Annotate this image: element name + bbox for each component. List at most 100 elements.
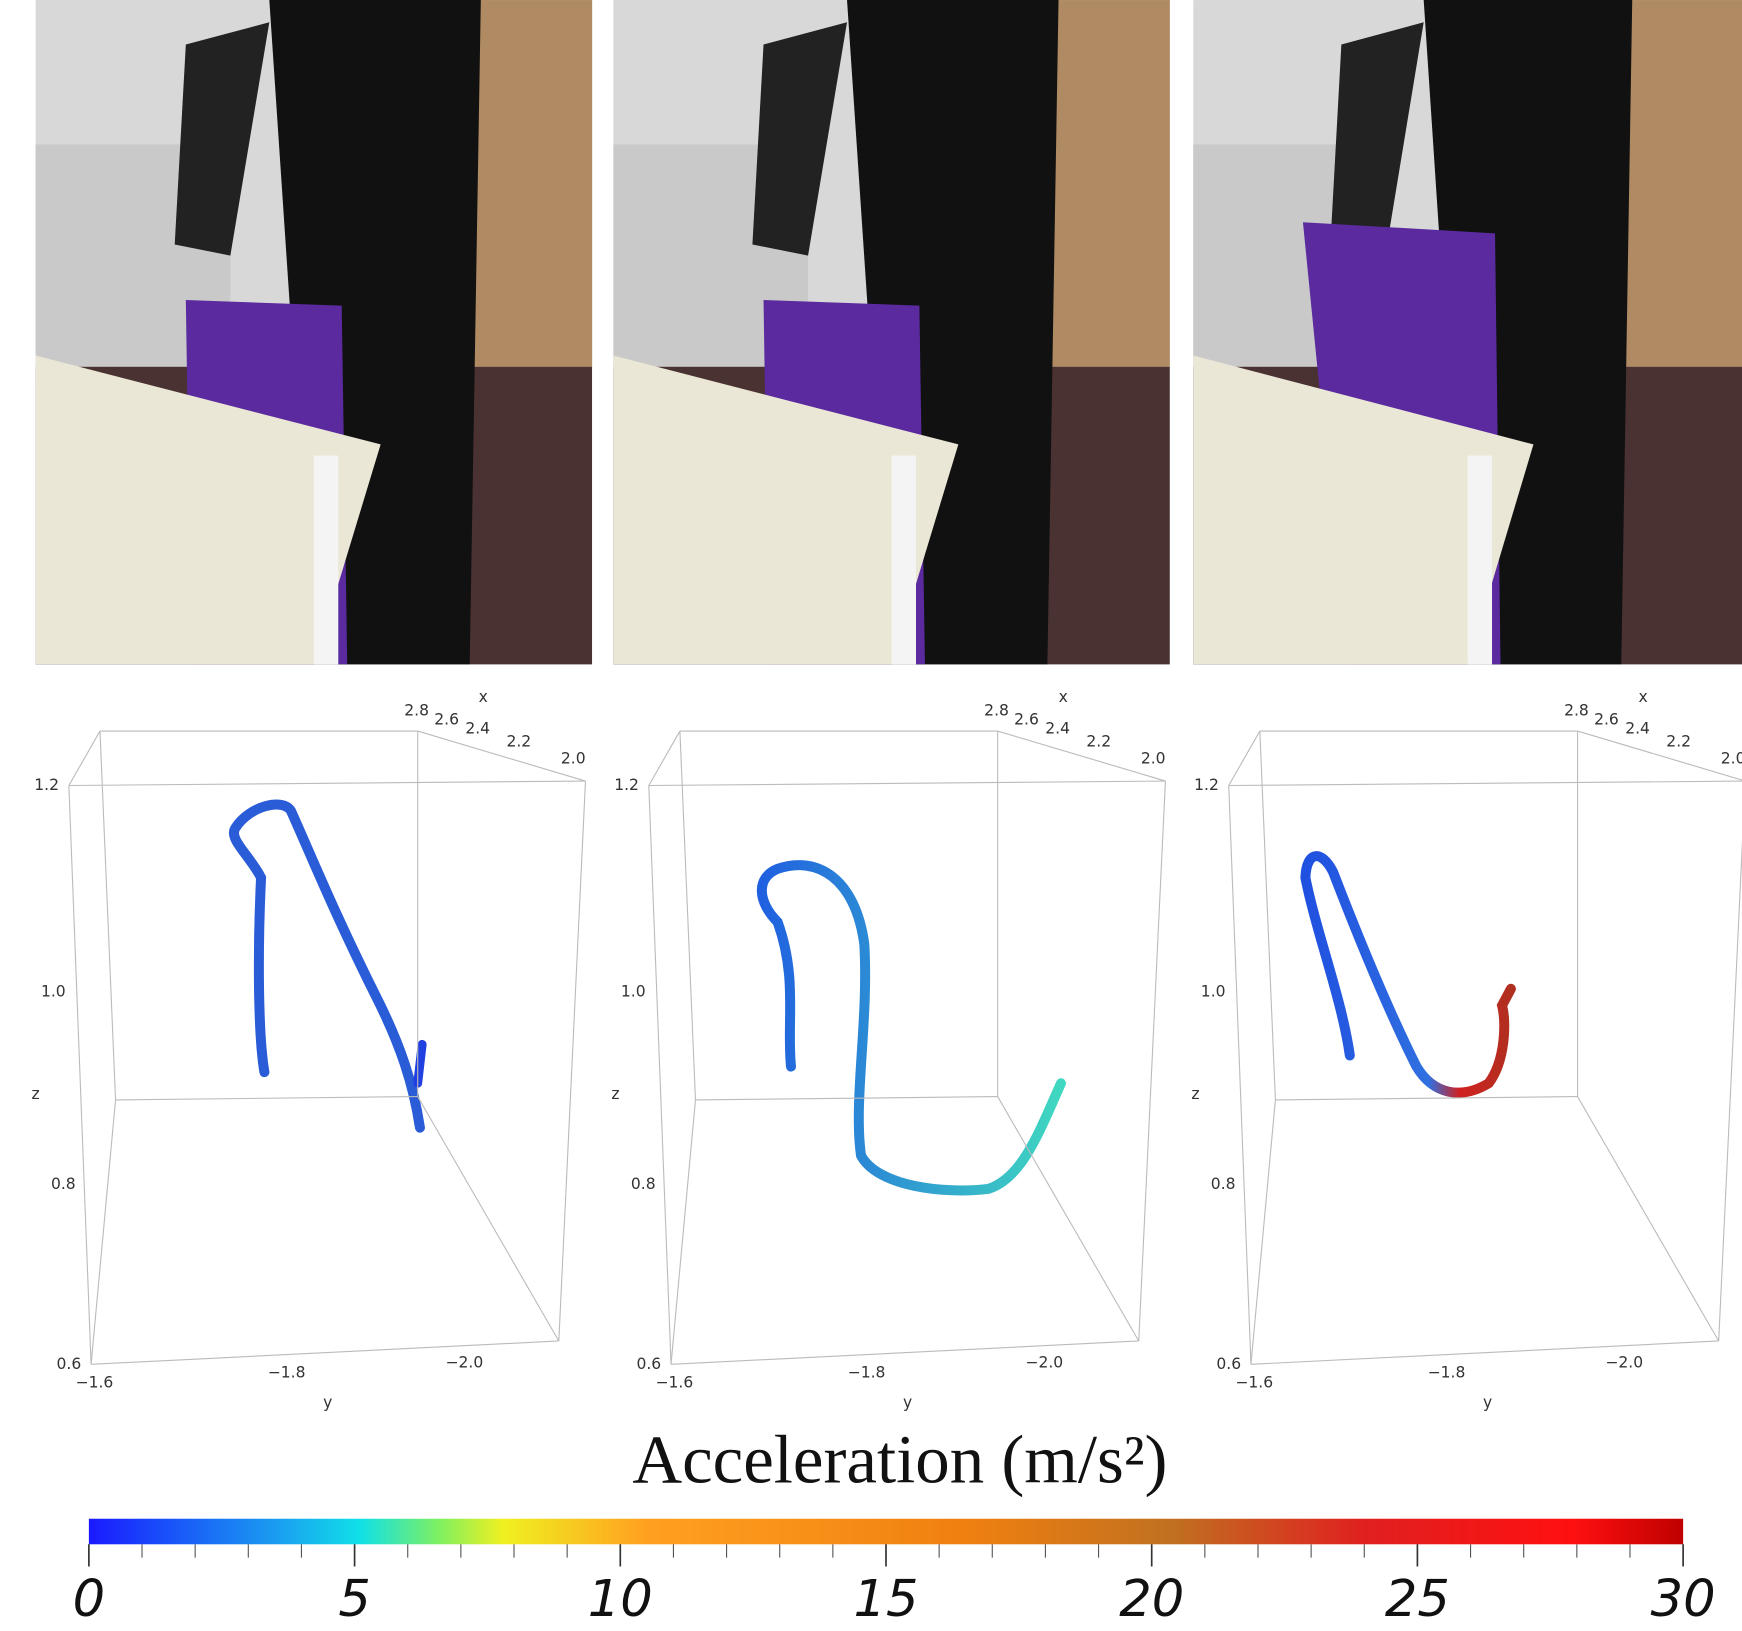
trajectory: [234, 805, 420, 1128]
box-edge: [559, 781, 586, 1341]
photo: [36, 0, 604, 667]
colorbar-gradient: [89, 1519, 1683, 1545]
z-tick-label: 1.0: [1201, 983, 1226, 1001]
box-edge: [100, 731, 116, 1100]
z-tick-label: 1.0: [621, 983, 646, 1001]
x-tick-label: 2.2: [1086, 733, 1111, 751]
z-tick-label: 0.6: [636, 1355, 661, 1373]
z-tick-label: 1.2: [34, 776, 59, 794]
x-tick-label: 2.6: [1014, 710, 1039, 728]
photo: [1193, 0, 1742, 667]
box-edge: [1275, 1097, 1577, 1100]
y-tick-label: −1.6: [1235, 1374, 1273, 1392]
x-tick-label: 2.4: [1045, 719, 1070, 737]
figure: 1.21.00.80.6−1.6−1.8−2.02.82.62.42.22.0z…: [0, 0, 1742, 1631]
shelf: [459, 0, 604, 367]
x-tick-label: 2.8: [1564, 702, 1589, 720]
scene: [36, 0, 604, 667]
colorbar: Acceleration (m/s²) 0 5 10 15 20 25 30: [73, 1421, 1716, 1629]
z-tick-label: 0.8: [51, 1175, 76, 1193]
box-edge: [1578, 731, 1742, 781]
y-tick-label: −1.8: [848, 1364, 886, 1382]
box-edge: [1139, 781, 1166, 1341]
box-edge: [69, 786, 91, 1365]
box-edge: [1229, 786, 1251, 1365]
box-edge: [1260, 731, 1276, 1100]
trajectory-hook: [418, 1044, 422, 1083]
y-axis-label: y: [903, 1394, 912, 1412]
y-tick-label: −2.0: [446, 1354, 484, 1372]
z-tick-label: 0.6: [57, 1355, 82, 1373]
x-tick-label: 2.0: [561, 749, 586, 767]
y-tick-label: −1.6: [655, 1374, 693, 1392]
box-edge: [418, 1097, 559, 1341]
x-tick-label: 2.0: [1721, 749, 1742, 767]
x-axis-label: x: [479, 688, 488, 706]
box-edge: [649, 731, 680, 785]
x-tick-label: 2.8: [984, 702, 1009, 720]
colorbar-title: Acceleration (m/s²): [632, 1421, 1167, 1497]
x-tick-label: 2.6: [1594, 710, 1619, 728]
z-tick-label: 1.2: [1194, 776, 1219, 794]
box-edge: [680, 731, 696, 1100]
scene: [613, 0, 1181, 667]
shelf: [1036, 0, 1181, 367]
table-leg: [1468, 456, 1492, 667]
box-edge: [1251, 1100, 1275, 1364]
box-edge: [649, 786, 671, 1365]
z-axis-label: z: [611, 1085, 619, 1103]
y-tick-label: −1.8: [268, 1364, 306, 1382]
box-edge: [69, 731, 100, 785]
x-tick-label: 2.8: [404, 702, 429, 720]
z-axis-label: z: [1191, 1085, 1199, 1103]
x-tick-label: 2.4: [1625, 719, 1650, 737]
trajectory: [1305, 856, 1511, 1092]
z-tick-label: 1.0: [41, 983, 66, 1001]
box-edge: [116, 1097, 418, 1100]
z-axis-label: z: [31, 1085, 39, 1103]
colorbar-tick-label: 25: [1385, 1570, 1450, 1629]
box-edge: [671, 1341, 1139, 1364]
z-tick-label: 0.8: [631, 1175, 656, 1193]
colorbar-tick-label: 20: [1119, 1570, 1184, 1629]
box-edge: [649, 781, 1166, 785]
box-edge: [695, 1097, 997, 1100]
x-tick-label: 2.2: [506, 733, 531, 751]
trajectory: [762, 865, 1061, 1190]
x-tick-label: 2.2: [1666, 733, 1691, 751]
y-tick-label: −2.0: [1605, 1354, 1643, 1372]
z-tick-label: 0.8: [1211, 1175, 1236, 1193]
box-edge: [1719, 781, 1742, 1341]
box-edge: [671, 1100, 695, 1364]
box-edge: [998, 1097, 1139, 1341]
z-tick-label: 0.6: [1216, 1355, 1241, 1373]
y-tick-label: −2.0: [1025, 1354, 1063, 1372]
x-tick-label: 2.4: [465, 719, 490, 737]
colorbar-tick-label: 5: [338, 1570, 371, 1629]
photos: [36, 0, 1742, 667]
x-axis-label: x: [1639, 688, 1648, 706]
photo: [613, 0, 1181, 667]
colorbar-tick-label: 30: [1651, 1570, 1716, 1629]
y-tick-label: −1.8: [1428, 1364, 1466, 1382]
colorbar-tick-label: 0: [73, 1570, 106, 1629]
box-edge: [91, 1341, 559, 1364]
scene: [1193, 0, 1742, 667]
box-edge: [91, 1100, 115, 1364]
x-axis-label: x: [1059, 688, 1068, 706]
table-leg: [314, 456, 338, 667]
box-edge: [1578, 1097, 1719, 1341]
box-edge: [1251, 1341, 1719, 1364]
colorbar-tick-label: 10: [588, 1570, 653, 1629]
table-leg: [892, 456, 916, 667]
colorbar-tick-label: 15: [853, 1570, 918, 1629]
y-tick-label: −1.6: [76, 1374, 114, 1392]
y-axis-label: y: [323, 1394, 332, 1412]
z-tick-label: 1.2: [614, 776, 639, 794]
box-edge: [1229, 781, 1742, 785]
x-tick-label: 2.6: [434, 710, 459, 728]
box-edge: [1229, 731, 1260, 785]
box-edge: [69, 781, 586, 785]
x-tick-label: 2.0: [1141, 749, 1166, 767]
